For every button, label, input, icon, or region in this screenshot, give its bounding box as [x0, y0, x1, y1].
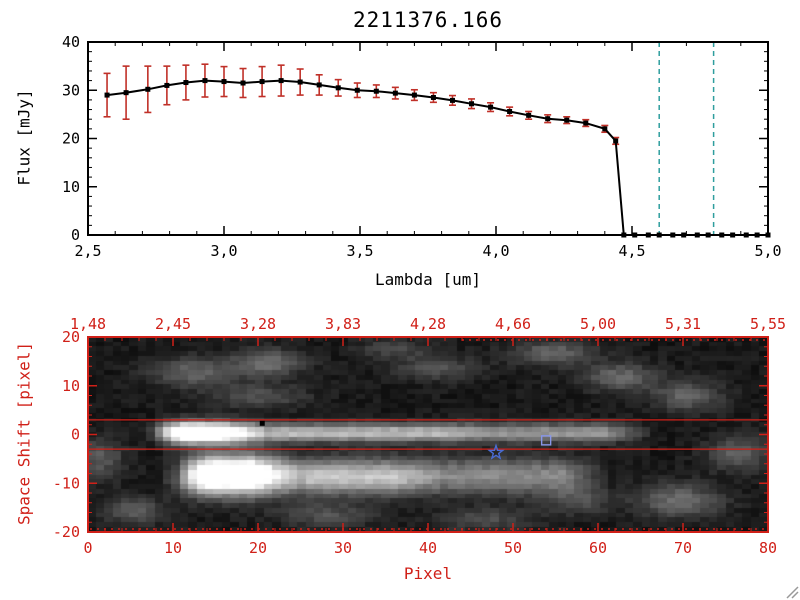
data-point-marker — [602, 126, 608, 132]
data-point-marker — [564, 117, 570, 123]
data-point-marker — [240, 80, 246, 86]
x-tick-label: 4,0 — [482, 242, 509, 260]
img-x-tick-label: 80 — [759, 539, 777, 557]
wavelength-label: 5,31 — [665, 315, 701, 333]
open-square-marker — [540, 435, 552, 446]
data-point-marker — [488, 104, 494, 110]
x-axis-label-spectrum: Lambda [um] — [375, 270, 481, 289]
data-point-marker — [526, 112, 532, 118]
x-tick-label: 2,5 — [74, 242, 101, 260]
image-frame — [87, 336, 769, 533]
img-x-tick-label: 0 — [83, 539, 92, 557]
img-y-tick-label: 10 — [62, 377, 80, 395]
data-point-marker — [583, 120, 589, 126]
data-point-marker — [221, 79, 227, 85]
wavelength-label: 1,48 — [70, 315, 106, 333]
data-point-marker — [449, 97, 455, 103]
data-point-marker — [183, 80, 189, 86]
data-point-marker — [104, 92, 110, 98]
data-point-marker — [164, 82, 170, 88]
wavelength-label: 4,66 — [495, 315, 531, 333]
x-tick-label: 4,5 — [618, 242, 645, 260]
img-x-tick-label: 50 — [504, 539, 522, 557]
spectral-2d-image — [88, 337, 768, 532]
img-x-tick-label: 20 — [249, 539, 267, 557]
wavelength-label: 5,00 — [580, 315, 616, 333]
data-point-marker — [469, 101, 475, 107]
star-marker — [487, 443, 505, 460]
wavelength-label: 5,55 — [750, 315, 786, 333]
data-point-marker — [335, 85, 341, 91]
black-square-marker — [259, 420, 265, 426]
data-point-marker — [278, 78, 284, 84]
img-x-tick-label: 30 — [334, 539, 352, 557]
data-point-marker — [392, 90, 398, 96]
data-point-marker — [145, 86, 151, 92]
data-point-marker — [297, 79, 303, 85]
img-y-tick-label: -10 — [53, 474, 80, 492]
data-point-marker — [259, 79, 265, 85]
img-x-tick-label: 60 — [589, 539, 607, 557]
wavelength-label: 3,28 — [240, 315, 276, 333]
data-point-marker — [123, 90, 129, 96]
x-tick-label: 3,0 — [210, 242, 237, 260]
data-point-marker — [354, 87, 360, 93]
x-tick-label: 3,5 — [346, 242, 373, 260]
y-tick-label: 40 — [62, 33, 80, 51]
data-point-marker — [430, 94, 436, 100]
data-point-marker — [545, 116, 551, 122]
img-x-tick-label: 70 — [674, 539, 692, 557]
data-point-marker — [202, 78, 208, 84]
data-point-marker — [373, 88, 379, 94]
y-tick-label: 20 — [62, 130, 80, 148]
img-y-tick-label: -20 — [53, 523, 80, 541]
img-y-tick-label: 20 — [62, 328, 80, 346]
data-point-marker — [411, 92, 417, 98]
y-tick-label: 10 — [62, 178, 80, 196]
data-point-marker — [316, 82, 322, 88]
img-y-tick-label: 0 — [71, 426, 80, 444]
wavelength-label: 2,45 — [155, 315, 191, 333]
img-x-tick-label: 10 — [164, 539, 182, 557]
spectrum-frame — [87, 41, 769, 236]
img-x-tick-label: 40 — [419, 539, 437, 557]
data-point-marker — [613, 138, 619, 144]
wavelength-label: 3,83 — [325, 315, 361, 333]
x-axis-label-image: Pixel — [403, 564, 453, 583]
wavelength-label: 4,28 — [410, 315, 446, 333]
plot-title: 2211376.166 — [352, 8, 504, 32]
spectrum-curve — [106, 79, 768, 236]
x-tick-label: 5,0 — [754, 242, 781, 260]
data-point-marker — [507, 108, 513, 114]
resize-grip[interactable] — [784, 584, 799, 599]
resize-grip-icon — [786, 586, 799, 599]
y-tick-label: 0 — [71, 226, 80, 244]
y-tick-label: 30 — [62, 81, 80, 99]
